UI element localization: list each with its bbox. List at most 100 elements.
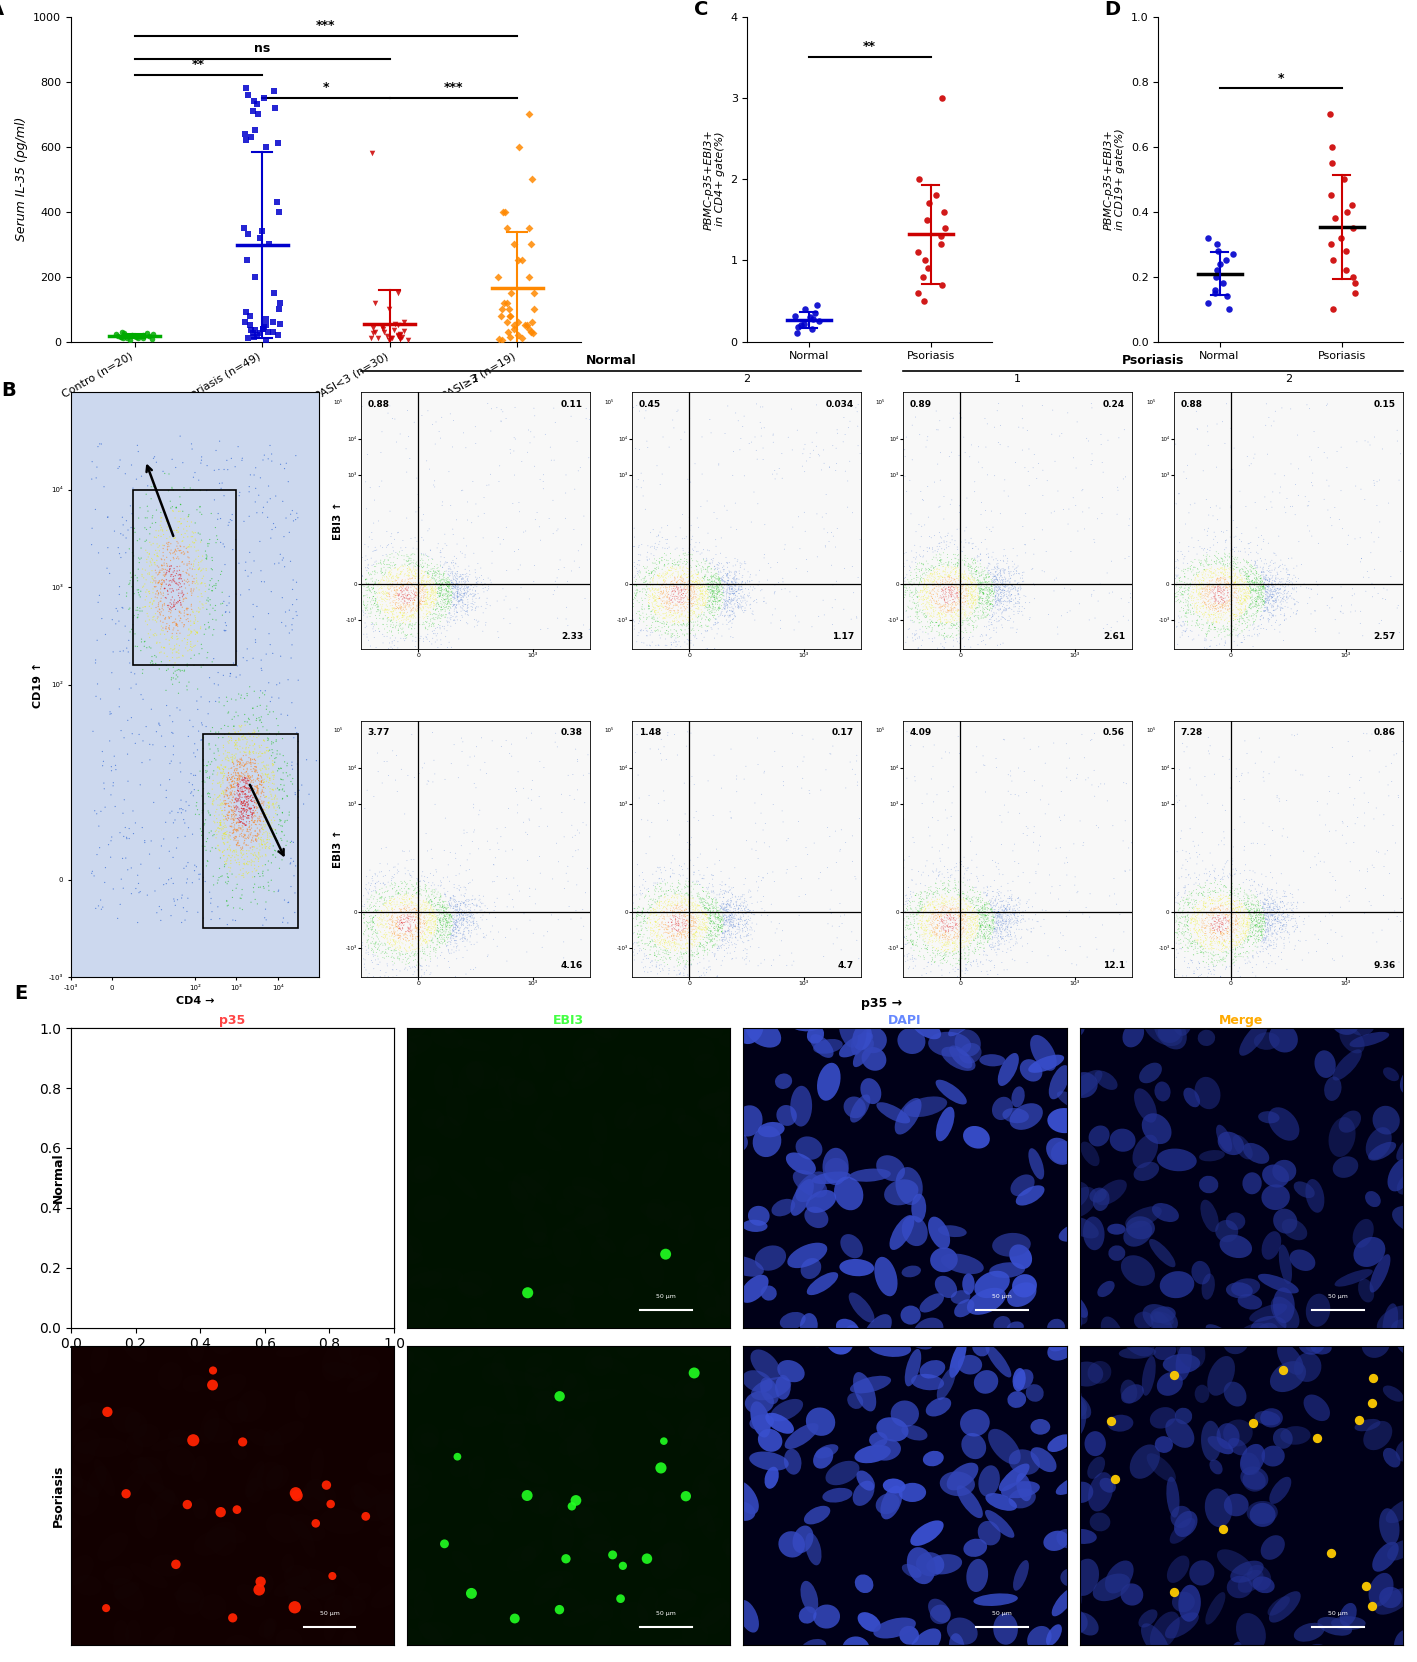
Point <box>421 605 444 632</box>
Point <box>934 555 956 582</box>
Point <box>351 892 374 919</box>
Point <box>975 575 998 602</box>
Point <box>689 582 711 608</box>
Point <box>883 892 905 919</box>
Point <box>415 916 438 942</box>
Point <box>370 575 393 602</box>
Point <box>170 510 193 537</box>
Point <box>915 557 938 583</box>
Point <box>1206 929 1229 956</box>
Point <box>390 583 412 610</box>
Point <box>123 580 146 607</box>
Point <box>408 578 431 605</box>
Point <box>632 608 655 635</box>
Point <box>359 603 381 630</box>
Point <box>975 622 998 648</box>
Point <box>393 926 415 952</box>
Point <box>643 597 666 623</box>
Point <box>1234 917 1257 944</box>
Point <box>995 572 1017 598</box>
Point <box>418 901 441 927</box>
Point <box>115 583 137 610</box>
Point <box>714 912 737 939</box>
Point <box>611 892 633 919</box>
Point <box>390 897 412 924</box>
Point <box>1224 906 1247 932</box>
Point <box>159 575 181 602</box>
Point <box>402 846 425 873</box>
Point <box>391 552 414 578</box>
Point <box>356 863 378 889</box>
Point <box>1003 892 1026 919</box>
Point <box>665 936 687 962</box>
Point <box>735 588 758 615</box>
Point <box>252 819 275 846</box>
Point <box>1379 861 1401 888</box>
Point <box>723 891 745 917</box>
Point <box>405 896 428 922</box>
Point <box>886 878 908 904</box>
Point <box>238 577 261 603</box>
Point <box>1199 927 1221 954</box>
Point <box>1244 912 1267 939</box>
Point <box>1254 912 1277 939</box>
Point <box>972 896 995 922</box>
Point <box>762 868 785 894</box>
Ellipse shape <box>391 1522 431 1544</box>
Point <box>1173 545 1196 572</box>
Point <box>439 921 462 947</box>
Point <box>1202 896 1224 922</box>
Point <box>567 457 589 484</box>
Point <box>1261 902 1284 929</box>
Point <box>1193 932 1216 959</box>
Point <box>1261 864 1284 891</box>
Point <box>1214 535 1237 562</box>
Point <box>1240 911 1263 937</box>
Point <box>686 563 708 590</box>
Point <box>670 585 693 612</box>
Point <box>969 603 992 630</box>
Point <box>683 804 706 831</box>
Ellipse shape <box>286 1306 309 1336</box>
Point <box>421 881 444 907</box>
Point <box>713 921 735 947</box>
Point <box>745 445 768 472</box>
Point <box>706 889 728 916</box>
Point <box>428 580 451 607</box>
Point <box>665 934 687 961</box>
Point <box>475 922 497 949</box>
Point <box>1219 572 1241 598</box>
Point <box>646 605 669 632</box>
Point <box>346 558 368 585</box>
Point <box>1114 858 1136 884</box>
Point <box>384 582 407 608</box>
Point <box>452 922 475 949</box>
Point <box>231 778 254 804</box>
Point <box>445 568 468 595</box>
Point <box>419 573 442 600</box>
Point <box>730 583 752 610</box>
Point <box>639 886 662 912</box>
Point <box>446 909 469 936</box>
Point <box>1178 534 1200 560</box>
Point <box>85 801 108 828</box>
Point <box>1243 622 1265 648</box>
Point <box>164 892 187 919</box>
Point <box>439 892 462 919</box>
Ellipse shape <box>1247 1566 1271 1591</box>
Point <box>721 607 744 633</box>
Point <box>218 799 241 826</box>
Point <box>993 563 1016 590</box>
Point <box>760 610 782 637</box>
Point <box>1003 848 1026 874</box>
Point <box>706 585 728 612</box>
Point <box>1207 557 1230 583</box>
Point <box>421 612 444 638</box>
Point <box>1172 853 1195 879</box>
Point <box>146 899 169 926</box>
Point <box>983 917 1006 944</box>
Point <box>989 588 1012 615</box>
Point <box>1112 919 1135 946</box>
Point <box>666 598 689 625</box>
Point <box>1186 927 1209 954</box>
